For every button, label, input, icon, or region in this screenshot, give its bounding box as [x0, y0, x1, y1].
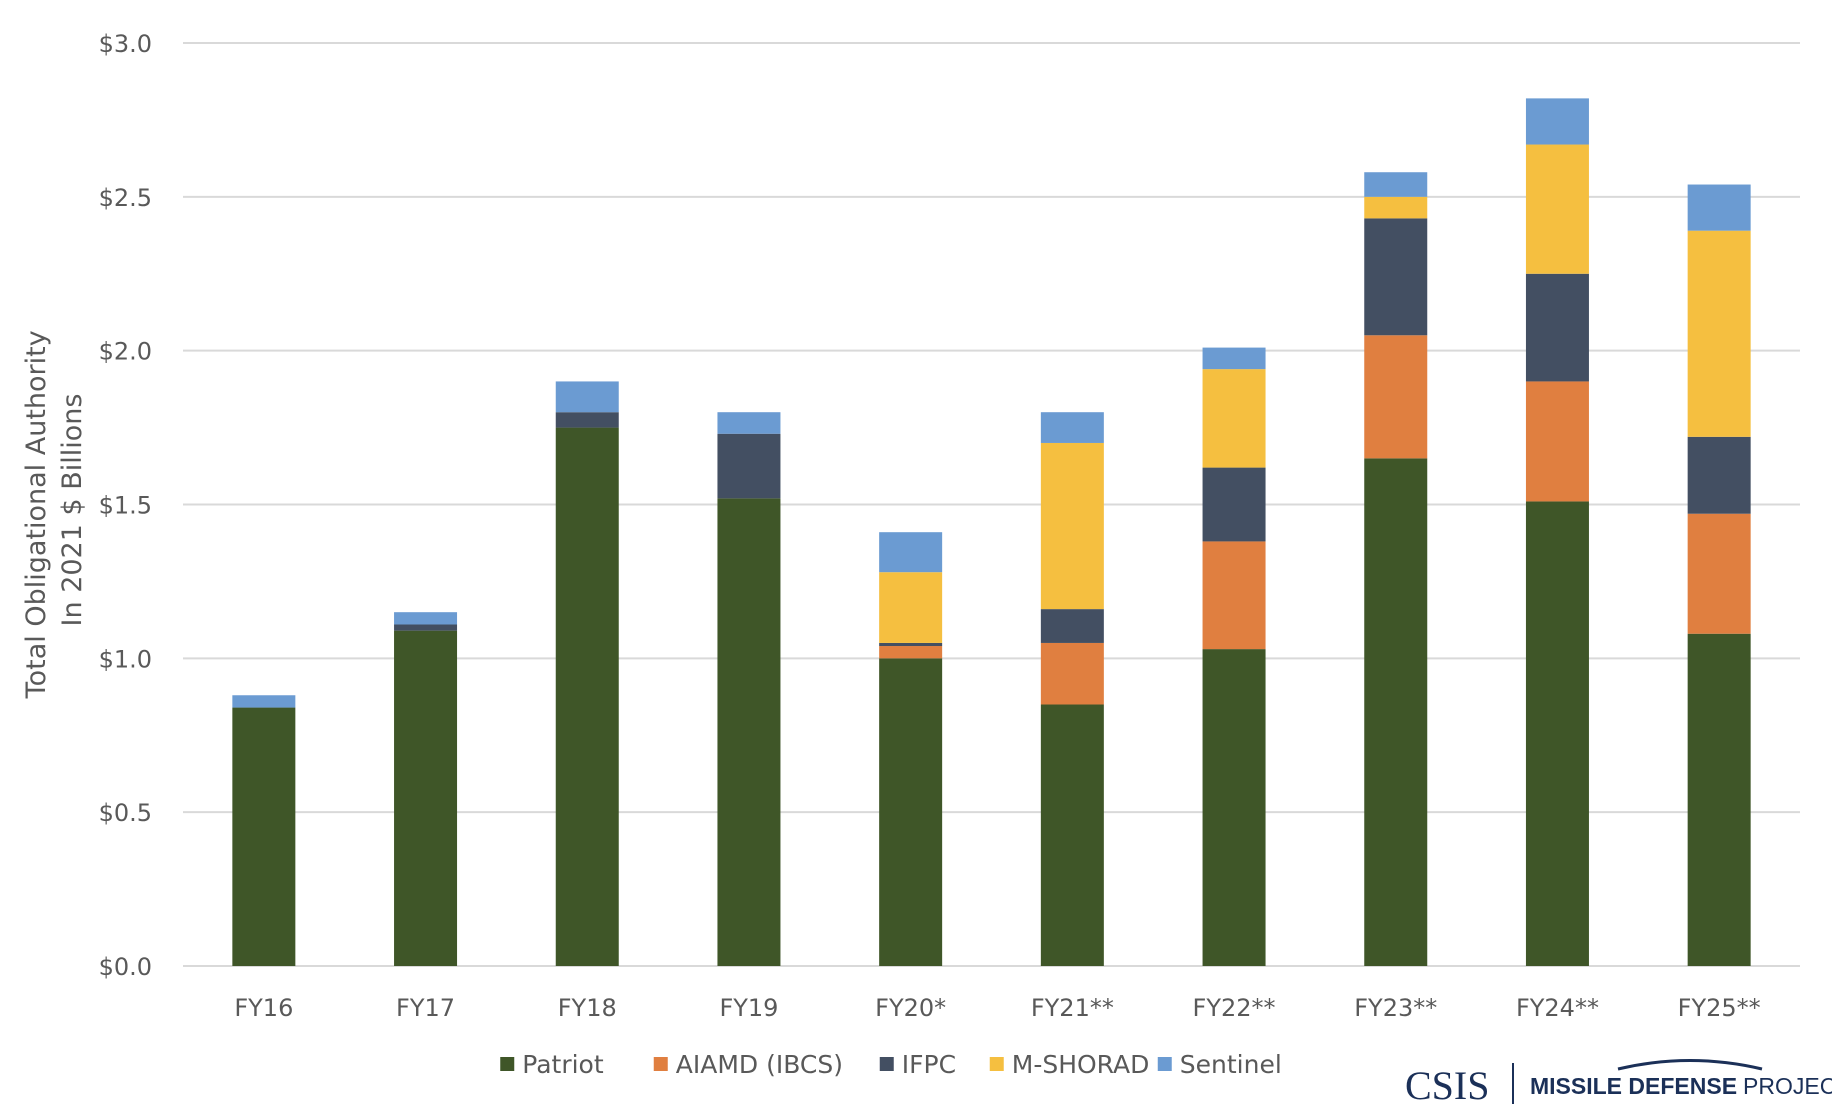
bar-segment: [555, 427, 619, 966]
bar-segment: [1202, 541, 1266, 650]
legend-label: Patriot: [522, 1050, 604, 1079]
y-tick-label: $1.5: [99, 492, 152, 520]
legend-label: M-SHORAD: [1012, 1050, 1150, 1079]
bar-segment: [394, 630, 458, 966]
bar-segment: [1687, 436, 1751, 514]
wordmark-bold: MISSILE DEFENSE: [1530, 1073, 1737, 1099]
bar-segment: [1525, 273, 1589, 382]
y-tick-label: $2.5: [99, 184, 152, 212]
bar-segment: [1687, 513, 1751, 634]
bar-segment: [1040, 642, 1104, 705]
bar-segment: [879, 532, 943, 573]
bar-segment: [1525, 144, 1589, 274]
y-tick-labels: $0.0 $0.5 $1.0 $1.5 $2.0 $2.5 $3.0: [99, 30, 152, 981]
bar-segment: [717, 412, 781, 434]
legend-label: Sentinel: [1180, 1050, 1282, 1079]
bar-segment: [394, 624, 458, 631]
bars: [232, 98, 1751, 966]
bar-segment: [1687, 230, 1751, 437]
legend-swatch: [989, 1057, 1004, 1071]
bar-segment: [879, 658, 943, 966]
bar-segment: [1364, 335, 1428, 459]
bar-segment: [1202, 347, 1266, 370]
bar-segment: [555, 381, 619, 413]
y-tick-label: $1.0: [99, 645, 152, 673]
y-tick-label: $0.0: [99, 953, 152, 981]
x-tick-label: FY17: [396, 994, 455, 1022]
y-axis-title-line-1: Total Obligational Authority: [21, 330, 52, 699]
bar-segment: [232, 695, 296, 708]
bar-segment: [1364, 218, 1428, 336]
legend-label: IFPC: [902, 1050, 956, 1079]
bar-segment: [1687, 633, 1751, 966]
y-tick-label: $3.0: [99, 30, 152, 58]
x-tick-label: FY25**: [1678, 994, 1761, 1022]
bar-segment: [879, 572, 943, 643]
csis-wordmark: CSIS: [1405, 1063, 1490, 1108]
x-tick-label: FY19: [719, 994, 778, 1022]
bar-segment: [394, 612, 458, 625]
x-tick-label: FY22**: [1193, 994, 1276, 1022]
y-tick-label: $0.5: [99, 799, 152, 827]
bar-segment: [1040, 412, 1104, 443]
legend-swatch: [1157, 1057, 1172, 1071]
bar-segment: [1364, 172, 1428, 197]
legend-swatch: [500, 1057, 515, 1071]
bar-segment: [717, 433, 781, 499]
legend-swatch: [879, 1057, 894, 1071]
x-tick-label: FY20*: [875, 994, 946, 1022]
x-tick-label: FY23**: [1354, 994, 1437, 1022]
y-axis-title: Total Obligational Authority In 2021 $ B…: [21, 322, 88, 700]
x-tick-label: FY21**: [1031, 994, 1114, 1022]
missile-defense-project-wordmark: MISSILE DEFENSEPROJECT: [1530, 1073, 1832, 1099]
bar-segment: [1687, 184, 1751, 231]
x-tick-labels: FY16 FY17 FY18 FY19 FY20* FY21** FY22** FY23** F…: [234, 994, 1760, 1022]
x-tick-label: FY24**: [1516, 994, 1599, 1022]
x-tick-label: FY18: [558, 994, 617, 1022]
x-tick-label: FY16: [234, 994, 293, 1022]
bar-segment: [879, 642, 943, 647]
bar-segment: [555, 412, 619, 428]
wordmark-regular: PROJECT: [1743, 1073, 1832, 1099]
legend-label: AIAMD (IBCS): [676, 1050, 843, 1079]
bar-segment: [1364, 196, 1428, 219]
legend-swatch: [653, 1057, 668, 1071]
legend: Patriot AIAMD (IBCS) IFPC M-SHORAD Sentinel: [500, 1050, 1282, 1079]
bar-segment: [879, 646, 943, 659]
y-axis-title-line-2: In 2021 $ Billions: [57, 394, 88, 627]
bar-segment: [1525, 98, 1589, 145]
bar-segment: [1040, 704, 1104, 966]
bar-segment: [1525, 381, 1589, 502]
logo-arc: [1617, 1059, 1763, 1071]
bar-segment: [1202, 467, 1266, 542]
bar-segment: [1202, 369, 1266, 468]
bar-segment: [232, 707, 296, 966]
bar-segment: [1040, 442, 1104, 610]
bar-segment: [1525, 501, 1589, 966]
bar-segment: [717, 498, 781, 966]
bar-segment: [1040, 609, 1104, 643]
bar-segment: [1364, 458, 1428, 966]
y-tick-label: $2.0: [99, 338, 152, 366]
bar-segment: [1202, 649, 1266, 966]
csis-logo: CSIS MISSILE DEFENSEPROJECT: [1405, 1059, 1832, 1108]
